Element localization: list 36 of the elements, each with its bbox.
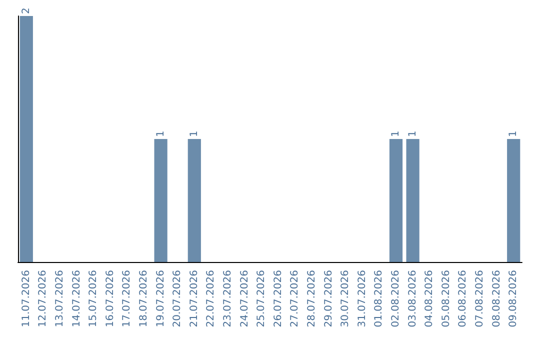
x-tick-label: 08.08.2026	[491, 270, 502, 328]
x-tick-label: 12.07.2026	[38, 270, 49, 328]
x-tick-label: 03.08.2026	[407, 270, 418, 328]
data-label: 1	[155, 130, 166, 137]
data-label: 2	[20, 8, 32, 14]
data-label: 1	[390, 130, 402, 137]
x-tick-label: 04.08.2026	[424, 270, 436, 328]
x-tick-label: 13.07.2026	[54, 270, 66, 328]
x-tick-label: 30.07.2026	[340, 270, 352, 328]
x-tick-label: 07.08.2026	[474, 270, 486, 328]
x-tick-label: 15.07.2026	[88, 270, 100, 328]
x-tick-label: 02.08.2026	[390, 270, 402, 328]
x-tick-label: 16.07.2026	[104, 270, 116, 328]
data-label: 1	[407, 130, 418, 137]
x-tick-label: 26.07.2026	[272, 270, 284, 328]
x-tick-label: 19.07.2026	[155, 270, 166, 328]
x-tick-label: 31.07.2026	[356, 270, 368, 328]
x-tick-label: 28.07.2026	[306, 270, 318, 328]
x-tick-label: 20.07.2026	[172, 270, 184, 328]
x-tick-label: 09.08.2026	[508, 270, 520, 328]
x-tick-label: 05.08.2026	[440, 270, 452, 328]
data-label: 1	[188, 130, 200, 137]
x-tick-label: 22.07.2026	[206, 270, 217, 328]
x-tick-label: 17.07.2026	[122, 270, 133, 328]
data-label: 1	[508, 130, 520, 137]
x-tick-label: 24.07.2026	[239, 270, 250, 328]
x-tick-label: 18.07.2026	[138, 270, 150, 328]
x-tick-label: 01.08.2026	[374, 270, 385, 328]
x-tick-label: 14.07.2026	[71, 270, 82, 328]
x-tick-label: 06.08.2026	[458, 270, 469, 328]
x-tick-label: 25.07.2026	[256, 270, 268, 328]
x-tick-label: 27.07.2026	[290, 270, 301, 328]
x-tick-label: 21.07.2026	[188, 270, 200, 328]
x-tick-label: 29.07.2026	[323, 270, 334, 328]
x-tick-label: 23.07.2026	[222, 270, 234, 328]
x-tick-label: 11.07.2026	[20, 270, 32, 328]
